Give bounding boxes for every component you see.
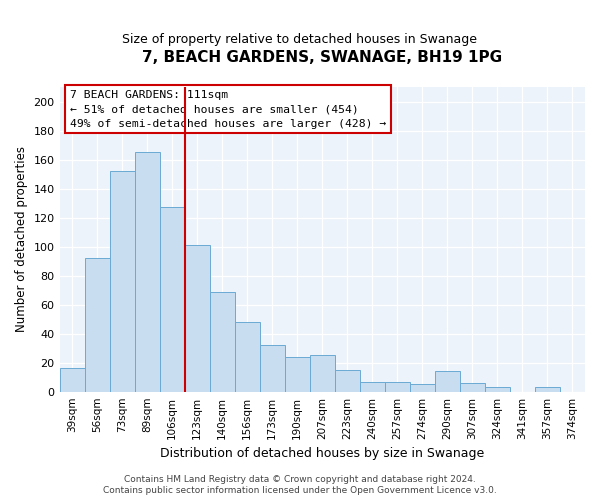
Bar [235,322,260,392]
Title: 7, BEACH GARDENS, SWANAGE, BH19 1PG: 7, BEACH GARDENS, SWANAGE, BH19 1PG [142,50,502,65]
Y-axis label: Number of detached properties: Number of detached properties [15,146,28,332]
Text: Contains HM Land Registry data © Crown copyright and database right 2024.: Contains HM Land Registry data © Crown c… [124,475,476,484]
Bar [335,370,360,392]
Bar [160,208,185,392]
Bar [535,388,560,392]
X-axis label: Distribution of detached houses by size in Swanage: Distribution of detached houses by size … [160,447,484,460]
Bar [410,384,435,392]
Bar [110,171,134,392]
Bar [385,382,410,392]
Bar [85,258,110,392]
Bar [285,357,310,392]
Bar [310,356,335,392]
Bar [185,245,209,392]
Text: 7 BEACH GARDENS: 111sqm
← 51% of detached houses are smaller (454)
49% of semi-d: 7 BEACH GARDENS: 111sqm ← 51% of detache… [70,90,386,129]
Bar [435,372,460,392]
Text: Contains public sector information licensed under the Open Government Licence v3: Contains public sector information licen… [103,486,497,495]
Bar [134,152,160,392]
Bar [360,382,385,392]
Bar [260,346,285,392]
Bar [460,383,485,392]
Bar [209,292,235,392]
Bar [485,388,510,392]
Text: Size of property relative to detached houses in Swanage: Size of property relative to detached ho… [122,32,478,46]
Bar [59,368,85,392]
